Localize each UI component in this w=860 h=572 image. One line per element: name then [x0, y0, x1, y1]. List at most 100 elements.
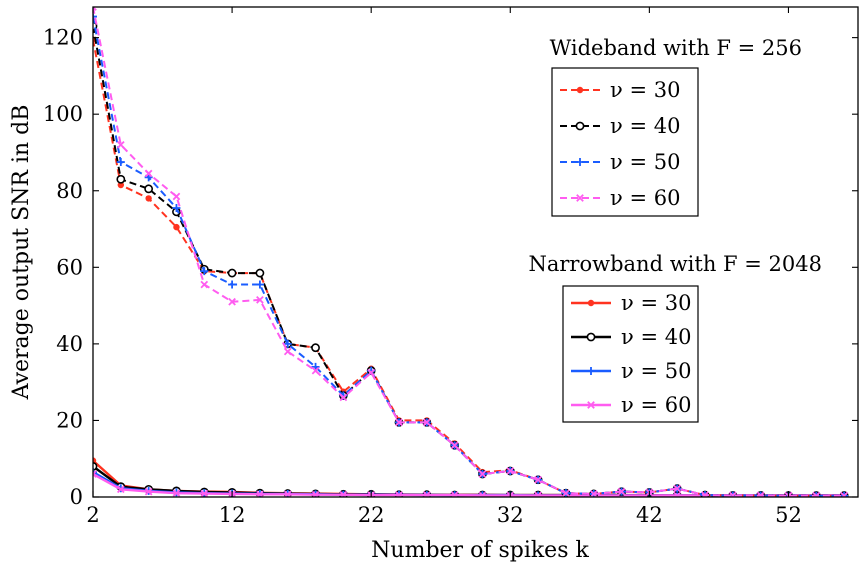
- data-point: [144, 487, 153, 496]
- data-point: [673, 491, 682, 497]
- data-point: [228, 297, 236, 306]
- y-tick-label: 80: [56, 179, 83, 203]
- legend-narrowband-entries: ν = 30 ν = 40 ν = 50 ν = 60: [571, 291, 691, 417]
- y-tick-label: 20: [56, 408, 83, 432]
- x-tick-label: 12: [219, 503, 246, 527]
- data-point: [506, 467, 515, 475]
- data-point: [172, 203, 181, 212]
- data-point-shape: [422, 491, 431, 497]
- data-point: [200, 489, 209, 497]
- data-point-shape: [395, 418, 403, 427]
- data-point-shape: [93, 12, 97, 21]
- data-point-shape: [256, 296, 264, 304]
- data-point-shape: [812, 492, 821, 497]
- data-point: [478, 491, 487, 497]
- data-point-shape: [339, 393, 348, 402]
- legend-entry: ν = 60: [560, 186, 680, 210]
- legend-entry-label: ν = 60: [610, 186, 680, 210]
- data-point: [200, 267, 209, 276]
- plot-frame: [92, 6, 859, 498]
- legend-entry: ν = 50: [560, 150, 680, 174]
- y-tick-label: 120: [43, 26, 83, 50]
- data-point-shape: [450, 441, 459, 450]
- series-wideband-3: [93, 7, 848, 497]
- legend-narrowband: Narrowband with F = 2048 ν = 30ν = 40ν =…: [529, 252, 823, 423]
- data-point: [311, 343, 320, 353]
- legend-entry-label: ν = 40: [621, 325, 691, 349]
- data-point: [701, 491, 709, 497]
- data-point: [93, 470, 97, 478]
- legend-swatch-marker: [576, 158, 584, 166]
- data-point-shape: [116, 174, 126, 184]
- data-point: [589, 490, 598, 497]
- data-point-shape: [144, 487, 153, 496]
- data-point: [256, 296, 264, 304]
- data-point: [534, 475, 542, 484]
- legend-wideband-title: Wideband with F = 256: [550, 36, 802, 60]
- legend-entry: ν = 60: [571, 393, 691, 417]
- legend-swatch-marker-shape: [575, 121, 585, 131]
- data-point: [173, 223, 180, 231]
- legend-swatch-marker-shape: [587, 367, 595, 375]
- legend-swatch-marker: [587, 401, 595, 409]
- data-point-shape: [283, 347, 292, 356]
- y-axis-label: Average output SNR in dB: [9, 105, 34, 401]
- data-point: [283, 347, 292, 356]
- x-tick-label: 52: [775, 503, 802, 527]
- data-point-shape: [172, 192, 181, 201]
- data-point: [117, 181, 125, 189]
- legend-entry: ν = 40: [560, 114, 680, 138]
- data-point-shape: [145, 195, 152, 202]
- data-point-shape: [228, 297, 236, 306]
- data-point-shape: [673, 491, 682, 497]
- data-point-shape: [117, 181, 125, 189]
- legend-swatch-marker: [587, 367, 595, 375]
- legend-swatch-marker: [587, 299, 595, 307]
- data-point-shape: [283, 339, 292, 348]
- data-point-shape: [227, 268, 237, 278]
- data-point: [172, 192, 181, 201]
- data-point-shape: [478, 491, 487, 497]
- legend-swatch-marker: [586, 332, 596, 342]
- legend-narrowband-title: Narrowband with F = 2048: [529, 252, 823, 276]
- legend-wideband-entries: ν = 30 ν = 40 ν = 50 ν = 60: [560, 78, 680, 210]
- data-point: [534, 491, 542, 497]
- legend-swatch-marker: [575, 121, 585, 131]
- legend-entry: ν = 30: [560, 78, 680, 102]
- data-point: [367, 368, 376, 377]
- data-point: [227, 268, 237, 278]
- legend-swatch-marker-shape: [586, 332, 596, 342]
- data-point-shape: [311, 343, 320, 353]
- data-point-shape: [144, 184, 154, 194]
- data-point-shape: [589, 490, 598, 497]
- data-point: [228, 280, 237, 289]
- y-tick-label: 100: [43, 102, 83, 126]
- data-point: [339, 393, 348, 402]
- x-axis-label: Number of spikes k: [371, 538, 589, 563]
- series-line: [93, 39, 845, 497]
- data-point-shape: [478, 470, 487, 478]
- data-point-shape: [756, 491, 765, 497]
- data-point-shape: [422, 418, 431, 427]
- data-point-shape: [200, 489, 209, 497]
- y-tick-label: 40: [56, 332, 83, 356]
- x-tick-label: 32: [497, 503, 524, 527]
- legend-swatch-marker-shape: [587, 401, 595, 409]
- legend-swatch-marker-shape: [587, 299, 595, 307]
- legend-swatch-marker: [576, 86, 584, 94]
- data-point: [255, 280, 264, 289]
- tick-layer: 2 12 22 32 42 52 0 20 40 60 80 100 120: [43, 7, 858, 527]
- data-point: [422, 491, 431, 497]
- data-point-shape: [562, 489, 570, 497]
- data-point: [395, 491, 403, 497]
- y-tick-label: 0: [70, 485, 83, 509]
- data-point: [283, 339, 292, 348]
- x-tick-label: 2: [86, 503, 99, 527]
- data-point: [116, 485, 125, 494]
- data-point-shape: [116, 140, 125, 149]
- data-point: [395, 418, 403, 427]
- data-point-shape: [728, 491, 737, 497]
- data-point-shape: [116, 485, 125, 494]
- legend-entry-label: ν = 50: [621, 359, 691, 383]
